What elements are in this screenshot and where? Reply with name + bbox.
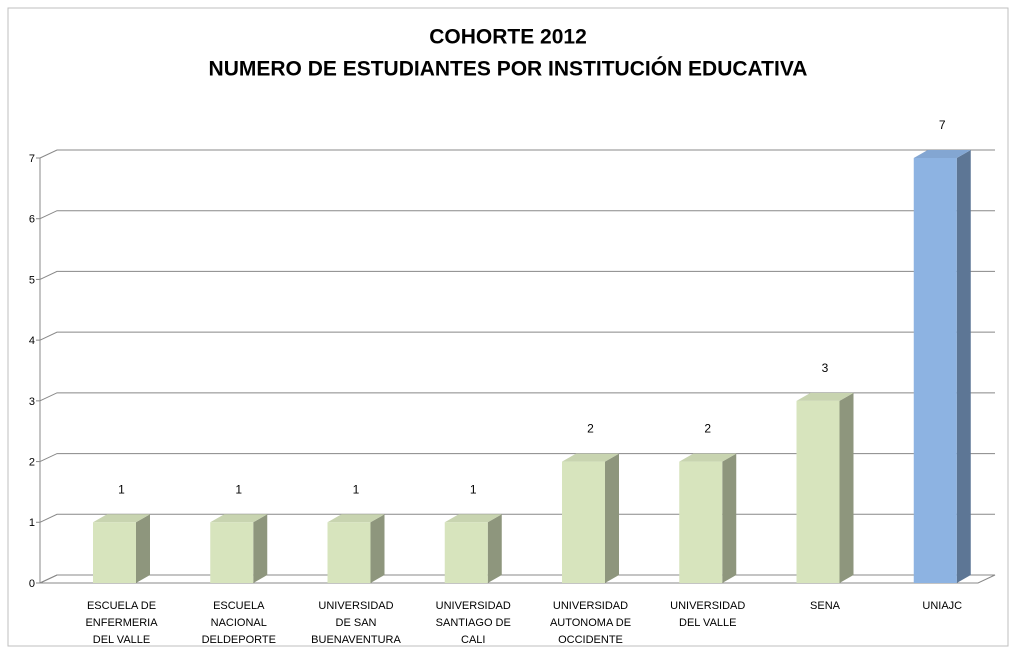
bar-front (444, 522, 488, 583)
y-tick-label: 1 (29, 517, 35, 529)
chart-border (7, 7, 1009, 647)
x-tick-label: UNIVERSIDAD DE SAN BUENAVENTURA (311, 600, 401, 646)
y-tick-label: 7 (29, 153, 35, 165)
bar-top (679, 453, 737, 462)
bar-front (679, 461, 723, 583)
y-tick-label: 0 (29, 578, 35, 590)
bar-front (913, 158, 957, 583)
floor (39, 574, 996, 584)
grid-line (39, 270, 995, 280)
bar (679, 453, 737, 583)
bar-side (136, 514, 150, 583)
bar (210, 514, 268, 583)
y-tick-label: 2 (29, 456, 35, 468)
bar (796, 392, 854, 583)
bar (93, 514, 150, 583)
bar-top (444, 514, 502, 523)
data-label: 1 (118, 482, 125, 496)
data-label: 2 (587, 422, 594, 436)
bar-front (210, 522, 254, 583)
bar-side (487, 514, 502, 583)
bar-top (327, 514, 385, 523)
x-tick-label: UNIVERSIDAD SANTIAGO DE CALI (436, 600, 511, 646)
x-tick-label: UNIAJC (922, 600, 962, 612)
bar (913, 150, 971, 583)
y-tick-label: 4 (29, 335, 35, 347)
bar-top (913, 150, 971, 158)
data-label: 7 (939, 118, 946, 132)
bar-top (562, 453, 619, 462)
bar-front (93, 522, 136, 583)
x-tick-label: SENA (810, 600, 841, 612)
grid-line (39, 392, 995, 402)
x-tick-label: UNIVERSIDAD DEL VALLE (670, 600, 745, 629)
y-tick-label: 6 (29, 214, 35, 226)
bar-top (93, 514, 150, 523)
bar-side (722, 453, 737, 583)
chart-subtitle: NUMERO DE ESTUDIANTES POR INSTITUCIÓN ED… (209, 57, 808, 81)
data-label: 1 (235, 482, 242, 496)
bar (327, 514, 385, 583)
bar-side (370, 514, 385, 583)
x-tick-label: ESCUELA NACIONAL DELDEPORTE (202, 600, 276, 646)
bar-side (253, 514, 268, 583)
bar (562, 453, 619, 583)
x-tick-label: ESCUELA DE ENFERMERIA DEL VALLE (85, 600, 158, 646)
grid-line (39, 453, 995, 463)
y-tick-label: 3 (29, 396, 35, 408)
bar-front (562, 461, 605, 583)
y-tick-label: 5 (29, 274, 35, 286)
grid-line (39, 149, 995, 159)
bar-top (796, 392, 854, 401)
x-tick-label: UNIVERSIDAD AUTONOMA DE OCCIDENTE (550, 600, 631, 646)
bar-side (956, 150, 971, 583)
bar-top (210, 514, 268, 523)
bar-front (327, 522, 371, 583)
grid-line (39, 331, 995, 341)
data-label: 2 (704, 422, 711, 436)
chart-title: COHORTE 2012 (429, 26, 587, 49)
bar (444, 514, 502, 583)
bar-front (796, 400, 840, 583)
bar-side (839, 392, 854, 583)
data-label: 1 (353, 482, 360, 496)
grid-line (39, 210, 995, 220)
data-label: 3 (822, 361, 829, 375)
bar-side (605, 453, 619, 583)
data-label: 1 (470, 482, 477, 496)
